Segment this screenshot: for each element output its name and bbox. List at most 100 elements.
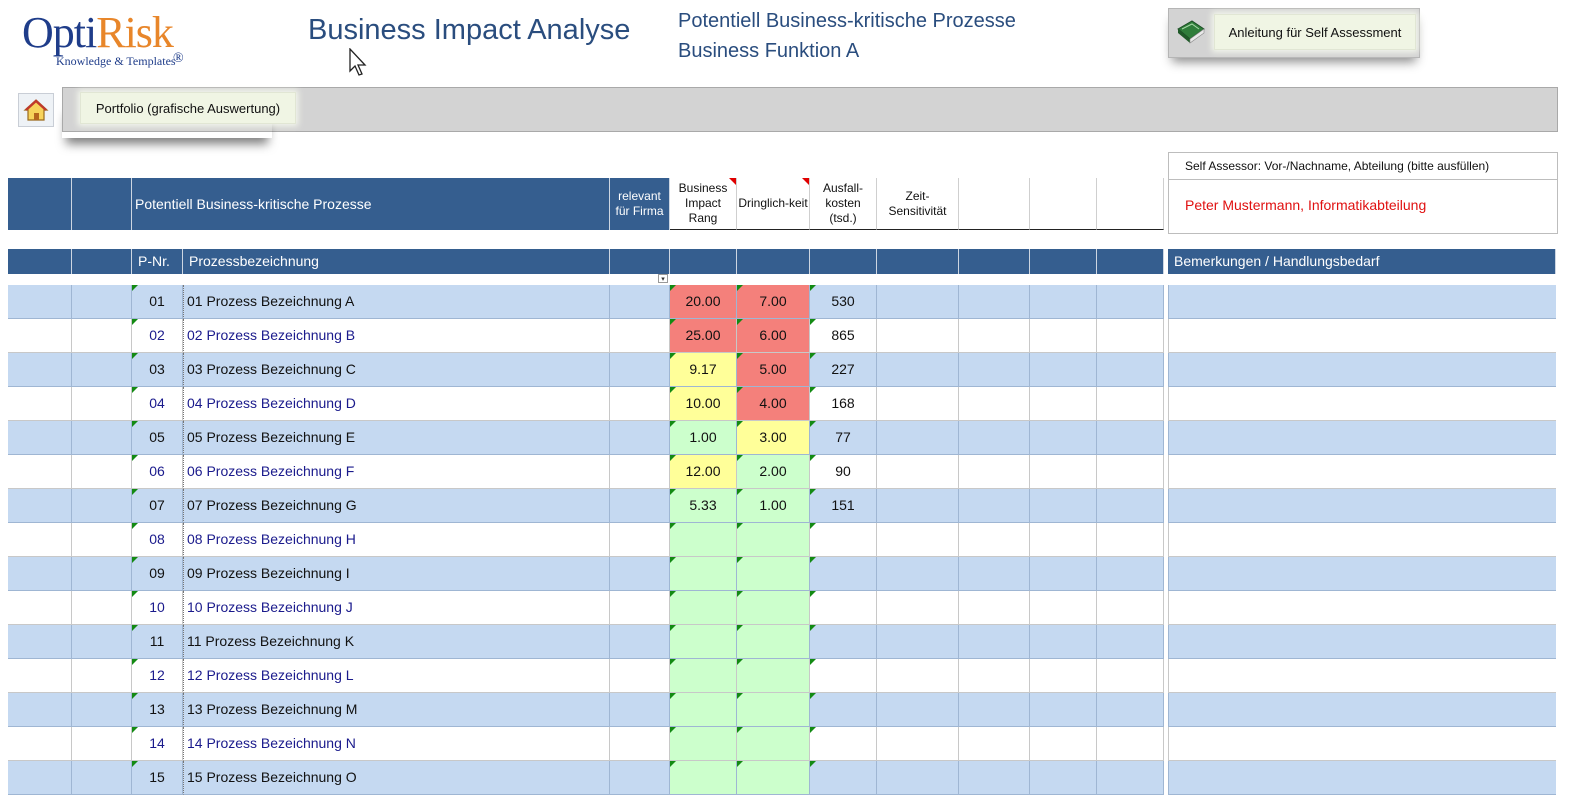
cell-business-impact-rang[interactable]: 9.17 [670, 353, 737, 387]
cell-blank-b[interactable] [72, 727, 132, 761]
cell-ausfallkosten[interactable] [810, 659, 877, 693]
cell-relevant[interactable] [610, 387, 670, 421]
cell-blank-d[interactable] [1030, 455, 1097, 489]
cell-p-nr[interactable]: 08 [132, 523, 183, 557]
cell-prozessbezeichnung[interactable]: 04 Prozess Bezeichnung D [183, 387, 610, 421]
cell-blank-c[interactable] [959, 693, 1030, 727]
cell-blank-e[interactable] [1097, 761, 1164, 795]
cell-dringlichkeit[interactable] [737, 693, 810, 727]
cell-ausfallkosten[interactable]: 90 [810, 455, 877, 489]
cell-ausfallkosten[interactable]: 151 [810, 489, 877, 523]
cell-business-impact-rang[interactable]: 12.00 [670, 455, 737, 489]
cell-blank-e[interactable] [1097, 591, 1164, 625]
cell-ausfallkosten[interactable]: 865 [810, 319, 877, 353]
cell-blank-d[interactable] [1030, 285, 1097, 319]
cell-p-nr[interactable]: 09 [132, 557, 183, 591]
cell-blank-a[interactable] [8, 455, 72, 489]
cell-blank-c[interactable] [959, 455, 1030, 489]
cell-ausfallkosten[interactable] [810, 557, 877, 591]
cell-blank-d[interactable] [1030, 557, 1097, 591]
cell-blank-c[interactable] [959, 659, 1030, 693]
cell-blank-e[interactable] [1097, 659, 1164, 693]
cell-relevant[interactable] [610, 455, 670, 489]
cell-dringlichkeit[interactable] [737, 625, 810, 659]
cell-business-impact-rang[interactable] [670, 625, 737, 659]
comment-flag-icon[interactable] [729, 178, 736, 185]
cell-zeit-sensitivitaet[interactable] [877, 319, 959, 353]
cell-blank-d[interactable] [1030, 523, 1097, 557]
cell-blank-b[interactable] [72, 319, 132, 353]
cell-dringlichkeit[interactable] [737, 557, 810, 591]
cell-blank-e[interactable] [1097, 421, 1164, 455]
cell-blank-c[interactable] [959, 591, 1030, 625]
cell-blank-d[interactable] [1030, 319, 1097, 353]
cell-relevant[interactable] [610, 421, 670, 455]
cell-zeit-sensitivitaet[interactable] [877, 625, 959, 659]
cell-p-nr[interactable]: 14 [132, 727, 183, 761]
cell-blank-a[interactable] [8, 727, 72, 761]
cell-zeit-sensitivitaet[interactable] [877, 693, 959, 727]
cell-p-nr[interactable]: 06 [132, 455, 183, 489]
cell-bemerkungen[interactable] [1168, 727, 1556, 761]
filter-dropdown-icon[interactable]: ▾ [658, 274, 668, 283]
cell-blank-e[interactable] [1097, 557, 1164, 591]
cell-zeit-sensitivitaet[interactable] [877, 523, 959, 557]
cell-ausfallkosten[interactable]: 77 [810, 421, 877, 455]
cell-ausfallkosten[interactable] [810, 693, 877, 727]
cell-relevant[interactable] [610, 319, 670, 353]
cell-blank-d[interactable] [1030, 693, 1097, 727]
cell-blank-b[interactable] [72, 285, 132, 319]
cell-prozessbezeichnung[interactable]: 10 Prozess Bezeichnung J [183, 591, 610, 625]
cell-blank-a[interactable] [8, 625, 72, 659]
cell-dringlichkeit[interactable]: 3.00 [737, 421, 810, 455]
cell-prozessbezeichnung[interactable]: 03 Prozess Bezeichnung C [183, 353, 610, 387]
cell-blank-d[interactable] [1030, 591, 1097, 625]
cell-blank-a[interactable] [8, 761, 72, 795]
cell-relevant[interactable] [610, 557, 670, 591]
cell-relevant[interactable] [610, 523, 670, 557]
cell-ausfallkosten[interactable]: 530 [810, 285, 877, 319]
cell-blank-e[interactable] [1097, 693, 1164, 727]
cell-blank-e[interactable] [1097, 455, 1164, 489]
cell-blank-c[interactable] [959, 387, 1030, 421]
cell-p-nr[interactable]: 01 [132, 285, 183, 319]
cell-zeit-sensitivitaet[interactable] [877, 659, 959, 693]
cell-dringlichkeit[interactable]: 1.00 [737, 489, 810, 523]
comment-flag-icon[interactable] [802, 178, 809, 185]
cell-prozessbezeichnung[interactable]: 02 Prozess Bezeichnung B [183, 319, 610, 353]
cell-business-impact-rang[interactable]: 20.00 [670, 285, 737, 319]
cell-ausfallkosten[interactable]: 227 [810, 353, 877, 387]
cell-ausfallkosten[interactable] [810, 591, 877, 625]
cell-relevant[interactable] [610, 489, 670, 523]
cell-blank-a[interactable] [8, 523, 72, 557]
cell-blank-b[interactable] [72, 591, 132, 625]
cell-business-impact-rang[interactable] [670, 761, 737, 795]
cell-dringlichkeit[interactable]: 5.00 [737, 353, 810, 387]
cell-prozessbezeichnung[interactable]: 11 Prozess Bezeichnung K [183, 625, 610, 659]
cell-zeit-sensitivitaet[interactable] [877, 761, 959, 795]
cell-zeit-sensitivitaet[interactable] [877, 455, 959, 489]
cell-bemerkungen[interactable] [1168, 353, 1556, 387]
cell-dringlichkeit[interactable] [737, 591, 810, 625]
cell-blank-d[interactable] [1030, 353, 1097, 387]
cell-bemerkungen[interactable] [1168, 421, 1556, 455]
cell-p-nr[interactable]: 10 [132, 591, 183, 625]
cell-business-impact-rang[interactable]: 1.00 [670, 421, 737, 455]
cell-blank-c[interactable] [959, 285, 1030, 319]
cell-p-nr[interactable]: 05 [132, 421, 183, 455]
cell-relevant[interactable] [610, 591, 670, 625]
cell-relevant[interactable] [610, 625, 670, 659]
cell-blank-a[interactable] [8, 693, 72, 727]
cell-prozessbezeichnung[interactable]: 05 Prozess Bezeichnung E [183, 421, 610, 455]
cell-blank-d[interactable] [1030, 421, 1097, 455]
cell-blank-a[interactable] [8, 489, 72, 523]
cell-bemerkungen[interactable] [1168, 761, 1556, 795]
cell-business-impact-rang[interactable] [670, 693, 737, 727]
cell-dringlichkeit[interactable] [737, 761, 810, 795]
cell-prozessbezeichnung[interactable]: 01 Prozess Bezeichnung A [183, 285, 610, 319]
cell-zeit-sensitivitaet[interactable] [877, 421, 959, 455]
cell-blank-d[interactable] [1030, 625, 1097, 659]
cell-blank-a[interactable] [8, 353, 72, 387]
cell-blank-e[interactable] [1097, 319, 1164, 353]
cell-blank-b[interactable] [72, 353, 132, 387]
